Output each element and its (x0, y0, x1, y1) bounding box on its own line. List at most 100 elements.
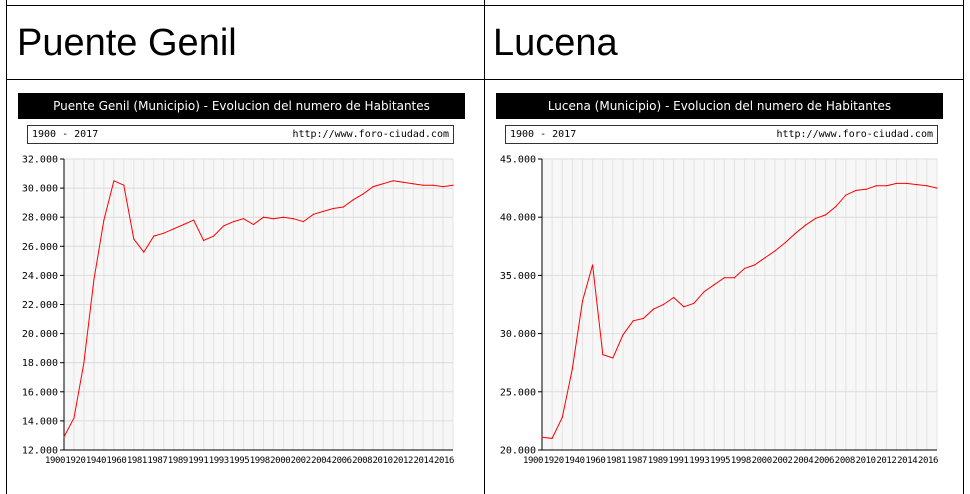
x-tick-label: 2016 (918, 456, 938, 466)
y-tick-label: 26.000 (22, 242, 58, 253)
data-point (632, 320, 634, 322)
data-point (703, 291, 705, 293)
data-point (143, 251, 145, 253)
x-tick-label: 1920 (544, 456, 564, 466)
data-point (551, 437, 553, 439)
data-point (764, 257, 766, 259)
x-tick-label: 2012 (876, 456, 896, 466)
x-tick-label: 2000 (270, 456, 290, 466)
column-header-lucena: Lucena (493, 22, 618, 64)
data-point (312, 213, 314, 215)
data-point (652, 308, 655, 310)
data-point (213, 235, 215, 237)
x-tick-label: 1995 (710, 456, 730, 466)
data-point (683, 306, 685, 308)
data-point (422, 184, 424, 186)
data-point (282, 216, 285, 218)
x-tick-label: 2008 (835, 456, 855, 466)
x-tick-label: 1987 (147, 456, 167, 466)
x-tick-label: 1991 (188, 456, 208, 466)
y-tick-label: 30.000 (500, 329, 536, 340)
x-tick-label: 1981 (606, 456, 626, 466)
data-point (302, 220, 304, 223)
y-tick-label: 45.000 (500, 155, 536, 166)
x-tick-label: 2010 (856, 456, 876, 466)
x-tick-label: 2004 (311, 456, 331, 466)
x-tick-label: 2004 (793, 456, 813, 466)
data-point (926, 185, 928, 187)
data-point (581, 300, 584, 302)
data-point (713, 284, 715, 286)
x-tick-label: 1900 (523, 456, 543, 466)
x-tick-label: 1991 (668, 456, 688, 466)
population-series-line (541, 182, 938, 439)
x-tick-label: 1993 (689, 456, 709, 466)
data-point (723, 277, 725, 279)
line-chart-lucena: 20.000 25.000 30.000 35.000 40.000 45.000 1900… (500, 155, 939, 467)
data-point (222, 225, 225, 227)
x-tick-label: 1989 (648, 456, 668, 466)
x-tick-label: 1995 (229, 456, 249, 466)
table-border-left (6, 0, 7, 494)
x-tick-label: 1920 (65, 456, 85, 466)
data-point (352, 199, 354, 201)
data-point (774, 250, 776, 252)
data-point (342, 206, 344, 208)
data-point (845, 194, 847, 196)
data-point (916, 184, 918, 186)
x-tick-label: 1989 (168, 456, 188, 466)
data-point (63, 436, 65, 438)
y-tick-label: 28.000 (22, 213, 58, 224)
data-point (173, 228, 175, 230)
table-header-divider (6, 79, 964, 80)
data-point (93, 279, 95, 281)
source-link[interactable]: http://www.foro-ciudad.com (292, 129, 449, 140)
data-point (662, 303, 665, 306)
data-point (133, 238, 135, 240)
data-point (163, 232, 165, 234)
y-tick-label: 12.000 (22, 446, 58, 457)
data-point (865, 188, 867, 190)
data-point (561, 416, 563, 419)
population-series-line (63, 180, 454, 438)
data-point (592, 264, 594, 266)
chart-range-box: 1900 - 2017 http://www.foro-ciudad.com (27, 125, 454, 144)
data-point (571, 367, 573, 370)
x-tick-label: 1981 (127, 456, 147, 466)
range-label: 1900 - 2017 (32, 129, 99, 140)
chart-panel-lucena: Lucena (Municipio) - Evolucion del numer… (496, 93, 943, 470)
x-tick-label: 2010 (373, 456, 393, 466)
data-point (113, 180, 115, 182)
chart-range-box: 1900 - 2017 http://www.foro-ciudad.com (505, 125, 938, 144)
plot-area (542, 159, 937, 450)
y-tick-label: 20.000 (500, 446, 536, 457)
data-point (103, 219, 105, 221)
data-point (83, 362, 85, 364)
data-point (203, 239, 205, 242)
data-point (906, 182, 908, 185)
data-point (362, 193, 364, 195)
x-tick-label: 1993 (209, 456, 229, 466)
line-chart-puente-genil: 12.000 14.000 16.000 18.000 20.000 22.000 24.0… (22, 155, 455, 467)
y-tick-label: 24.000 (22, 271, 58, 282)
table-border-top (6, 5, 964, 6)
y-tick-label: 22.000 (22, 300, 58, 311)
x-tick-label: 1900 (45, 456, 65, 466)
x-tick-label: 1960 (106, 456, 126, 466)
y-tick-label: 20.000 (22, 329, 58, 340)
x-tick-label: 2014 (413, 456, 433, 466)
column-header-puente-genil: Puente Genil (17, 22, 237, 64)
data-point (936, 187, 938, 189)
data-point (612, 357, 614, 359)
data-point (754, 264, 756, 266)
data-point (402, 181, 404, 183)
data-point (382, 183, 384, 185)
y-tick-label: 40.000 (500, 213, 536, 224)
data-point (252, 223, 255, 226)
data-point (875, 185, 877, 187)
data-point (272, 218, 275, 220)
x-tick-label: 1998 (731, 456, 751, 466)
source-link[interactable]: http://www.foro-ciudad.com (776, 129, 933, 140)
data-point (412, 183, 414, 185)
